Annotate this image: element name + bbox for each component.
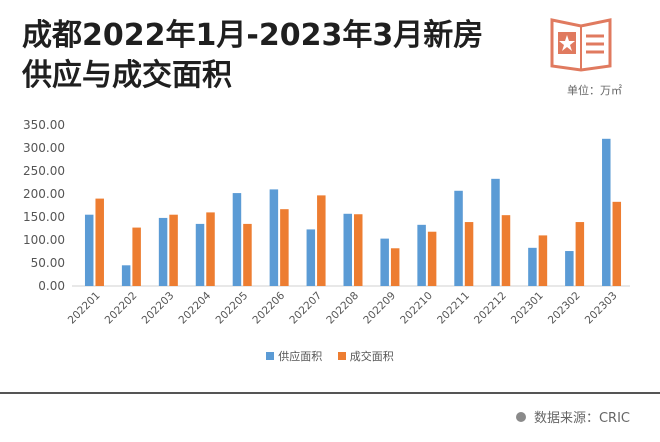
y-tick-label: 250.00: [23, 164, 65, 178]
bar-deal: [132, 227, 141, 286]
source-dot-icon: [515, 411, 526, 422]
bar-deal: [206, 212, 215, 286]
bar-supply: [195, 223, 205, 286]
bar-supply: [306, 229, 316, 286]
bar-supply: [158, 217, 168, 286]
y-tick-label: 200.00: [23, 187, 65, 201]
x-tick-label: 202212: [472, 290, 509, 327]
legend-swatch-supply: [266, 352, 275, 360]
bar-deal: [501, 215, 511, 286]
bar-supply: [602, 138, 611, 286]
x-tick-label: 202201: [66, 290, 103, 327]
x-tick-label: 202203: [140, 290, 177, 327]
x-tick-label: 202202: [103, 290, 140, 327]
y-tick-label: 300.00: [23, 141, 65, 155]
bar-supply: [84, 214, 94, 286]
bar-deal: [427, 231, 437, 286]
bar-deal: [317, 195, 326, 286]
bar-supply: [380, 238, 389, 286]
y-tick-label: 50.00: [31, 256, 65, 270]
x-tick-label: 202206: [250, 289, 287, 326]
bar-deal: [390, 248, 400, 286]
bar-deal: [612, 201, 622, 286]
bar-deal: [243, 223, 252, 286]
x-tick-label: 202302: [546, 290, 583, 327]
bar-deal: [538, 235, 548, 286]
y-tick-label: 150.00: [23, 210, 65, 224]
bar-deal: [95, 198, 104, 286]
x-tick-label: 202210: [398, 290, 435, 327]
bar-supply: [269, 189, 279, 286]
x-tick-label: 202301: [509, 290, 546, 327]
y-tick-label: 350.00: [23, 118, 65, 132]
data-source: 数据来源：CRIC: [515, 407, 630, 426]
legend-item-supply: 供应面积: [266, 348, 322, 364]
chart-title: 成都2022年1月-2023年3月新房供应与成交面积: [22, 18, 484, 93]
legend-label-supply: 供应面积: [278, 350, 323, 363]
unit-label: 单位：万㎡: [567, 84, 622, 97]
x-tick-label: 202303: [583, 290, 620, 327]
bar-supply: [491, 178, 500, 286]
x-tick-label: 202204: [177, 289, 214, 326]
bar-supply: [454, 190, 463, 286]
source-label: 数据来源：CRIC: [533, 411, 630, 426]
bar-deal: [169, 214, 178, 286]
y-tick-label: 0.00: [38, 279, 65, 293]
x-tick-label: 202208: [324, 290, 361, 327]
y-tick-label: 100.00: [23, 233, 65, 247]
bar-deal: [280, 209, 289, 286]
report-badge-icon: [550, 18, 612, 72]
bar-deal: [575, 222, 585, 286]
bar-supply: [565, 251, 574, 286]
legend-swatch-deal: [337, 352, 346, 360]
bar-supply: [232, 193, 242, 286]
bar-deal: [354, 214, 363, 286]
x-tick-label: 202205: [213, 290, 250, 327]
x-tick-label: 202207: [287, 290, 324, 327]
legend-item-deal: 成交面积: [337, 348, 394, 364]
legend: 供应面积 成交面积: [0, 348, 660, 364]
legend-label-deal: 成交面积: [349, 350, 394, 363]
bar-deal: [464, 222, 474, 286]
footer-divider: [0, 392, 660, 394]
bar-supply: [417, 224, 426, 286]
bar-supply: [528, 247, 537, 286]
bar-chart: 0.00 50.00 100.00 150.00 200.00 250.00 300.00 3…: [23, 118, 630, 327]
x-tick-label: 202211: [435, 290, 472, 327]
x-tick-label: 202209: [361, 290, 398, 327]
bar-supply: [121, 265, 131, 286]
bar-supply: [343, 213, 352, 286]
